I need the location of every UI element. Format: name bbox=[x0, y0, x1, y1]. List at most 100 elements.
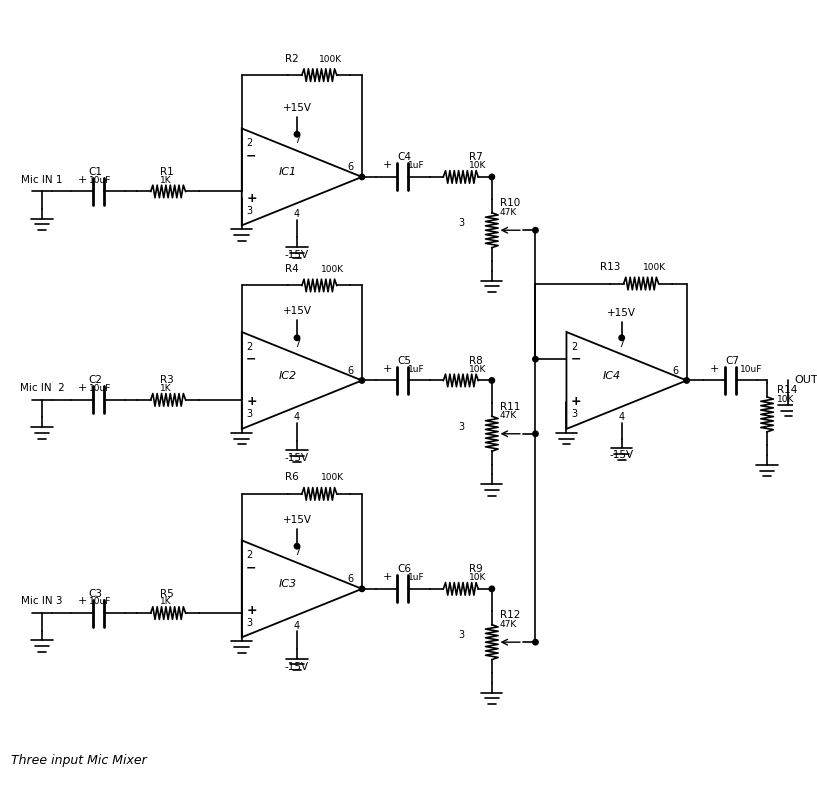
Text: R1: R1 bbox=[160, 167, 174, 177]
Circle shape bbox=[619, 335, 624, 340]
Circle shape bbox=[359, 378, 364, 383]
Text: R2: R2 bbox=[285, 54, 299, 63]
Text: 7: 7 bbox=[618, 339, 625, 348]
Text: 3: 3 bbox=[458, 218, 465, 228]
Text: 3: 3 bbox=[571, 409, 578, 419]
Text: +: + bbox=[246, 192, 257, 205]
Text: IC1: IC1 bbox=[279, 167, 297, 177]
Text: Mic IN 1: Mic IN 1 bbox=[21, 175, 63, 185]
Text: 10uF: 10uF bbox=[88, 175, 111, 185]
Text: C1: C1 bbox=[88, 167, 103, 177]
Text: 6: 6 bbox=[347, 574, 354, 584]
Text: R8: R8 bbox=[469, 356, 482, 366]
Text: 3: 3 bbox=[247, 206, 252, 216]
Text: 1uF: 1uF bbox=[408, 573, 424, 582]
Text: C2: C2 bbox=[88, 375, 103, 386]
Text: +15V: +15V bbox=[283, 103, 311, 113]
Text: +: + bbox=[78, 383, 87, 393]
Circle shape bbox=[489, 175, 494, 179]
Text: 1K: 1K bbox=[160, 384, 172, 393]
Text: +: + bbox=[571, 395, 582, 408]
Circle shape bbox=[684, 378, 690, 383]
Text: 7: 7 bbox=[294, 135, 300, 145]
Text: 2: 2 bbox=[571, 341, 578, 352]
Text: 4: 4 bbox=[294, 412, 300, 423]
Text: 10K: 10K bbox=[469, 161, 486, 170]
Text: 10uF: 10uF bbox=[740, 365, 762, 374]
Text: 4: 4 bbox=[618, 412, 625, 423]
Text: 4: 4 bbox=[294, 621, 300, 630]
Text: 4: 4 bbox=[294, 209, 300, 219]
Text: 6: 6 bbox=[347, 366, 354, 376]
Text: 10K: 10K bbox=[469, 365, 486, 374]
Text: Three input Mic Mixer: Three input Mic Mixer bbox=[11, 754, 147, 766]
Text: −: − bbox=[246, 352, 257, 366]
Text: 47K: 47K bbox=[499, 619, 517, 629]
Text: +: + bbox=[246, 604, 257, 617]
Text: C4: C4 bbox=[398, 152, 412, 163]
Text: +: + bbox=[710, 363, 720, 374]
Circle shape bbox=[533, 228, 538, 233]
Text: +15V: +15V bbox=[283, 515, 311, 525]
Circle shape bbox=[359, 586, 364, 592]
Circle shape bbox=[533, 431, 538, 437]
Text: -15V: -15V bbox=[285, 453, 309, 463]
Text: −: − bbox=[246, 149, 257, 162]
Text: 6: 6 bbox=[347, 162, 354, 172]
Text: 7: 7 bbox=[294, 547, 300, 557]
Text: R7: R7 bbox=[469, 152, 482, 163]
Circle shape bbox=[489, 586, 494, 592]
Circle shape bbox=[294, 132, 300, 137]
Text: 3: 3 bbox=[458, 422, 465, 432]
Text: R13: R13 bbox=[600, 262, 621, 272]
Text: 2: 2 bbox=[247, 550, 252, 560]
Text: -15V: -15V bbox=[285, 250, 309, 260]
Text: +: + bbox=[382, 572, 392, 582]
Text: R3: R3 bbox=[160, 375, 174, 386]
Text: R6: R6 bbox=[285, 472, 299, 482]
Text: OUT: OUT bbox=[794, 375, 817, 386]
Text: 3: 3 bbox=[247, 409, 252, 419]
Text: 100K: 100K bbox=[643, 263, 666, 272]
Text: R12: R12 bbox=[499, 610, 520, 620]
Text: IC2: IC2 bbox=[279, 371, 297, 381]
Text: 47K: 47K bbox=[499, 412, 517, 420]
Text: 3: 3 bbox=[247, 618, 252, 628]
Text: 100K: 100K bbox=[321, 473, 344, 482]
Text: 2: 2 bbox=[247, 138, 252, 148]
Text: +15V: +15V bbox=[283, 307, 311, 317]
Circle shape bbox=[294, 544, 300, 549]
Circle shape bbox=[533, 639, 538, 645]
Text: +: + bbox=[78, 175, 87, 185]
Text: R10: R10 bbox=[499, 198, 520, 208]
Text: R5: R5 bbox=[160, 589, 174, 599]
Text: +: + bbox=[78, 596, 87, 606]
Text: −: − bbox=[246, 561, 257, 574]
Text: R4: R4 bbox=[285, 264, 299, 274]
Text: R14: R14 bbox=[777, 385, 797, 395]
Text: 2: 2 bbox=[247, 341, 252, 352]
Text: 10uF: 10uF bbox=[88, 384, 111, 393]
Text: 100K: 100K bbox=[321, 265, 344, 274]
Text: C7: C7 bbox=[725, 356, 739, 366]
Text: C5: C5 bbox=[398, 356, 412, 366]
Text: 1uF: 1uF bbox=[408, 365, 424, 374]
Text: Mic IN  2: Mic IN 2 bbox=[20, 383, 65, 393]
Text: Mic IN 3: Mic IN 3 bbox=[21, 596, 63, 606]
Text: +: + bbox=[246, 395, 257, 408]
Text: 6: 6 bbox=[672, 366, 678, 376]
Text: IC3: IC3 bbox=[279, 579, 297, 589]
Text: 10K: 10K bbox=[469, 573, 486, 582]
Text: 1uF: 1uF bbox=[408, 161, 424, 170]
Text: -15V: -15V bbox=[609, 450, 634, 461]
Circle shape bbox=[533, 356, 538, 362]
Text: 100K: 100K bbox=[319, 55, 342, 63]
Text: −: − bbox=[571, 352, 582, 366]
Text: +15V: +15V bbox=[607, 308, 636, 318]
Text: C3: C3 bbox=[88, 589, 103, 599]
Circle shape bbox=[294, 335, 300, 340]
Text: C6: C6 bbox=[398, 564, 412, 574]
Text: +: + bbox=[382, 160, 392, 170]
Text: 3: 3 bbox=[458, 630, 465, 640]
Text: R9: R9 bbox=[469, 564, 482, 574]
